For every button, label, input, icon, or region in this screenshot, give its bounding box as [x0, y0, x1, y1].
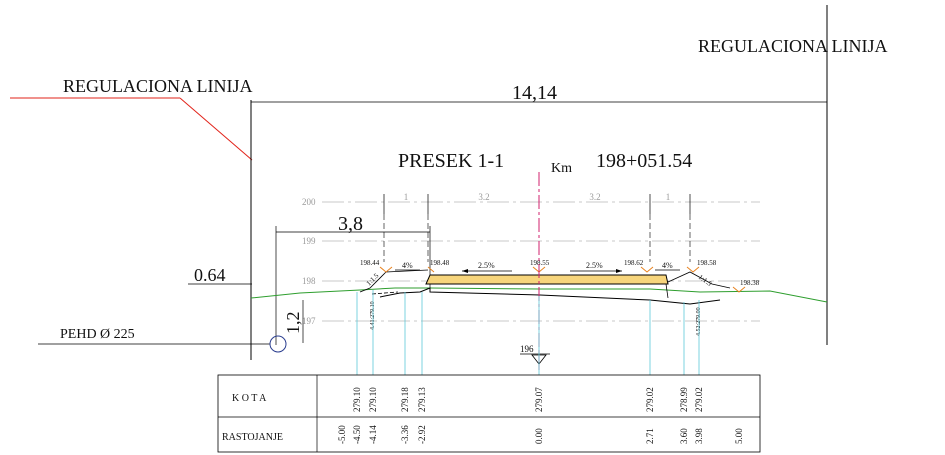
pipe-label: PEHD Ø 225 [60, 327, 135, 342]
scale-level-197: 197 [302, 316, 316, 326]
scale-level-200: 200 [302, 197, 316, 207]
kota-value: 279.07 [534, 387, 544, 412]
section-title: PRESEK 1-1 [398, 150, 504, 172]
scale-level-198: 198 [302, 276, 316, 286]
kota-value: 279.02 [694, 387, 704, 412]
rastojanje-value: 5.00 [734, 428, 744, 444]
lane-dim-2: 3.2 [478, 192, 489, 202]
depth-dimensions: 0.64 1,2 [188, 265, 304, 343]
elev-198-44: 198.44 [360, 259, 380, 267]
left-width-label: 3,8 [338, 213, 363, 235]
lane-dim-4: 1 [666, 192, 671, 202]
projection-lines [356, 290, 700, 375]
table-row-kota-label: K O T A [232, 393, 267, 404]
kota-value: 279.02 [645, 387, 655, 412]
rastojanje-value: 0.00 [534, 428, 544, 444]
rastojanje-value: 2.71 [645, 428, 655, 444]
pavement-layer [425, 274, 669, 285]
elev-198-62: 198.62 [624, 259, 644, 267]
slope-right-shoulder: 4% [662, 261, 673, 270]
rastojanje-value: 3.60 [679, 428, 689, 444]
lane-dim-1: 1 [404, 192, 409, 202]
ground-marks: 4.41:279.10 4.52:279.00 [370, 301, 702, 336]
kota-value: 279.18 [400, 387, 410, 412]
kota-value: 279.10 [368, 387, 378, 412]
elev-198-48: 198.48 [430, 259, 450, 267]
table-row-rastojanje-label: RASTOJANJE [222, 432, 283, 443]
elev-198-38: 198.38 [740, 279, 760, 287]
data-table: K O T A RASTOJANJE 279.10 279.10 279.18 … [217, 374, 761, 453]
section-title-group: PRESEK 1-1 Km 198+051.54 [398, 150, 692, 176]
rastojanje-value: -3.36 [400, 425, 410, 444]
side-slope-left: 1:1.5 [365, 271, 381, 287]
kota-value: 278.99 [679, 387, 689, 412]
elev-198-55: 198.55 [530, 259, 550, 267]
slope-right-lane: 2.5% [586, 261, 603, 270]
datum-label: 196 [520, 344, 534, 354]
regulation-lines: REGULACIONA LINIJA REGULACIONA LINIJA 14… [10, 5, 887, 360]
kota-value: 279.10 [352, 387, 362, 412]
pipe-group: PEHD Ø 225 [38, 327, 287, 353]
rastojanje-value: -2.92 [417, 425, 427, 444]
side-slope-right: 1:1.5 [697, 273, 714, 288]
kota-value: 279.13 [417, 387, 427, 412]
road-structure [359, 269, 731, 305]
station-value: 198+051.54 [596, 150, 692, 172]
regulation-label-left: REGULACIONA LINIJA [63, 76, 252, 96]
regulation-label-right: REGULACIONA LINIJA [698, 36, 887, 56]
rastojanje-value: -5.00 [337, 425, 347, 444]
rastojanje-value: -4.50 [352, 425, 362, 444]
rastojanje-value: -4.14 [368, 425, 378, 444]
km-label: Km [551, 161, 572, 176]
slope-left-lane: 2.5% [478, 261, 495, 270]
ground-line [250, 287, 828, 303]
lane-dimensions: 1 3.2 3.2 1 [383, 192, 691, 262]
pipe-circle [269, 335, 287, 353]
rastojanje-value: 3.98 [694, 428, 704, 444]
dim-1-2: 1,2 [283, 312, 303, 335]
elev-198-58: 198.58 [697, 259, 717, 267]
dim-0-64: 0.64 [194, 265, 226, 285]
lane-dim-3: 3.2 [589, 192, 600, 202]
total-width-dimension: 14,14 [512, 82, 557, 104]
elevation-markers: 198.44 198.48 198.55 198.62 198.58 198.3… [360, 259, 760, 293]
slope-left-shoulder: 4% [402, 261, 413, 270]
scale-level-199: 199 [302, 236, 316, 246]
